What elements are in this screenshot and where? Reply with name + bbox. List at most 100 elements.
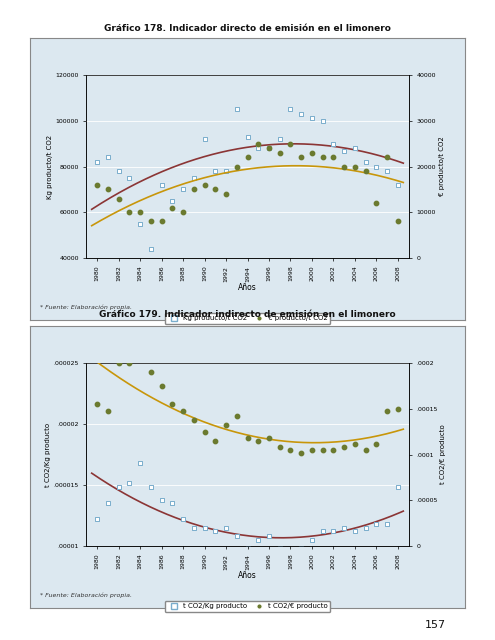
Point	[362, 166, 370, 176]
Point	[319, 445, 327, 455]
Point	[351, 161, 359, 172]
Point	[297, 109, 305, 119]
Point	[93, 399, 101, 410]
Point	[330, 445, 338, 455]
Point	[276, 543, 284, 554]
Point	[211, 184, 219, 195]
Point	[190, 184, 198, 195]
Point	[168, 498, 176, 508]
Point	[93, 514, 101, 524]
Point	[351, 526, 359, 536]
Point	[319, 152, 327, 163]
Point	[362, 445, 370, 455]
Point	[265, 531, 273, 541]
Point	[147, 244, 155, 254]
Point	[372, 198, 380, 208]
Point	[265, 143, 273, 154]
Point	[394, 483, 402, 493]
Point	[211, 166, 219, 176]
Point	[330, 526, 338, 536]
Point	[93, 157, 101, 167]
Point	[125, 477, 133, 488]
Point	[157, 495, 165, 505]
Point	[308, 148, 316, 158]
Point	[319, 116, 327, 126]
Point	[136, 344, 144, 355]
Point	[254, 143, 262, 154]
Point	[351, 438, 359, 449]
Point	[200, 523, 208, 533]
Point	[125, 207, 133, 218]
Point	[340, 523, 348, 533]
Point	[115, 358, 123, 368]
Point	[330, 152, 338, 163]
Point	[104, 406, 112, 416]
Point	[233, 104, 241, 115]
X-axis label: Años: Años	[238, 283, 257, 292]
Point	[222, 166, 230, 176]
Point	[233, 411, 241, 421]
Point	[190, 523, 198, 533]
Point	[362, 157, 370, 167]
Point	[115, 483, 123, 493]
Point	[340, 145, 348, 156]
Legend: Kg producto/t CO2, € producto/t CO2: Kg producto/t CO2, € producto/t CO2	[165, 312, 330, 324]
Point	[136, 458, 144, 468]
Point	[233, 161, 241, 172]
Point	[297, 543, 305, 554]
Point	[136, 219, 144, 229]
Point	[200, 180, 208, 190]
Point	[93, 180, 101, 190]
Point	[244, 132, 251, 142]
Point	[222, 189, 230, 199]
Point	[244, 152, 251, 163]
Point	[179, 514, 187, 524]
Point	[244, 433, 251, 443]
Y-axis label: t CO2/€ producto: t CO2/€ producto	[441, 425, 446, 484]
Point	[372, 161, 380, 172]
Point	[308, 445, 316, 455]
Point	[394, 404, 402, 414]
Point	[351, 143, 359, 154]
Point	[330, 138, 338, 148]
Y-axis label: t CO2/Kg producto: t CO2/Kg producto	[45, 422, 50, 486]
Point	[265, 143, 273, 154]
Point	[265, 433, 273, 443]
Point	[222, 420, 230, 430]
Point	[200, 134, 208, 144]
Point	[147, 216, 155, 227]
Point	[287, 445, 295, 455]
Point	[179, 184, 187, 195]
Point	[190, 173, 198, 183]
Point	[147, 483, 155, 493]
Point	[287, 138, 295, 148]
Point	[287, 547, 295, 557]
Point	[394, 216, 402, 227]
Point	[211, 526, 219, 536]
Point	[104, 498, 112, 508]
Point	[211, 436, 219, 446]
Point	[179, 406, 187, 416]
Point	[372, 519, 380, 529]
Text: 157: 157	[425, 621, 446, 630]
Point	[157, 381, 165, 391]
Point	[190, 415, 198, 425]
Point	[200, 426, 208, 436]
Point	[168, 399, 176, 410]
Point	[254, 535, 262, 545]
Point	[168, 203, 176, 213]
Text: * Fuente: Elaboración propia.: * Fuente: Elaboración propia.	[40, 305, 132, 310]
Point	[157, 180, 165, 190]
Point	[383, 152, 391, 163]
Point	[179, 207, 187, 218]
Y-axis label: Kg producto/t CO2: Kg producto/t CO2	[47, 134, 52, 198]
Point	[276, 442, 284, 452]
Point	[147, 367, 155, 377]
Point	[297, 152, 305, 163]
Point	[276, 148, 284, 158]
Point	[136, 207, 144, 218]
Point	[362, 523, 370, 533]
Text: * Fuente: Elaboración propia.: * Fuente: Elaboración propia.	[40, 593, 132, 598]
Point	[383, 406, 391, 416]
Point	[168, 196, 176, 206]
